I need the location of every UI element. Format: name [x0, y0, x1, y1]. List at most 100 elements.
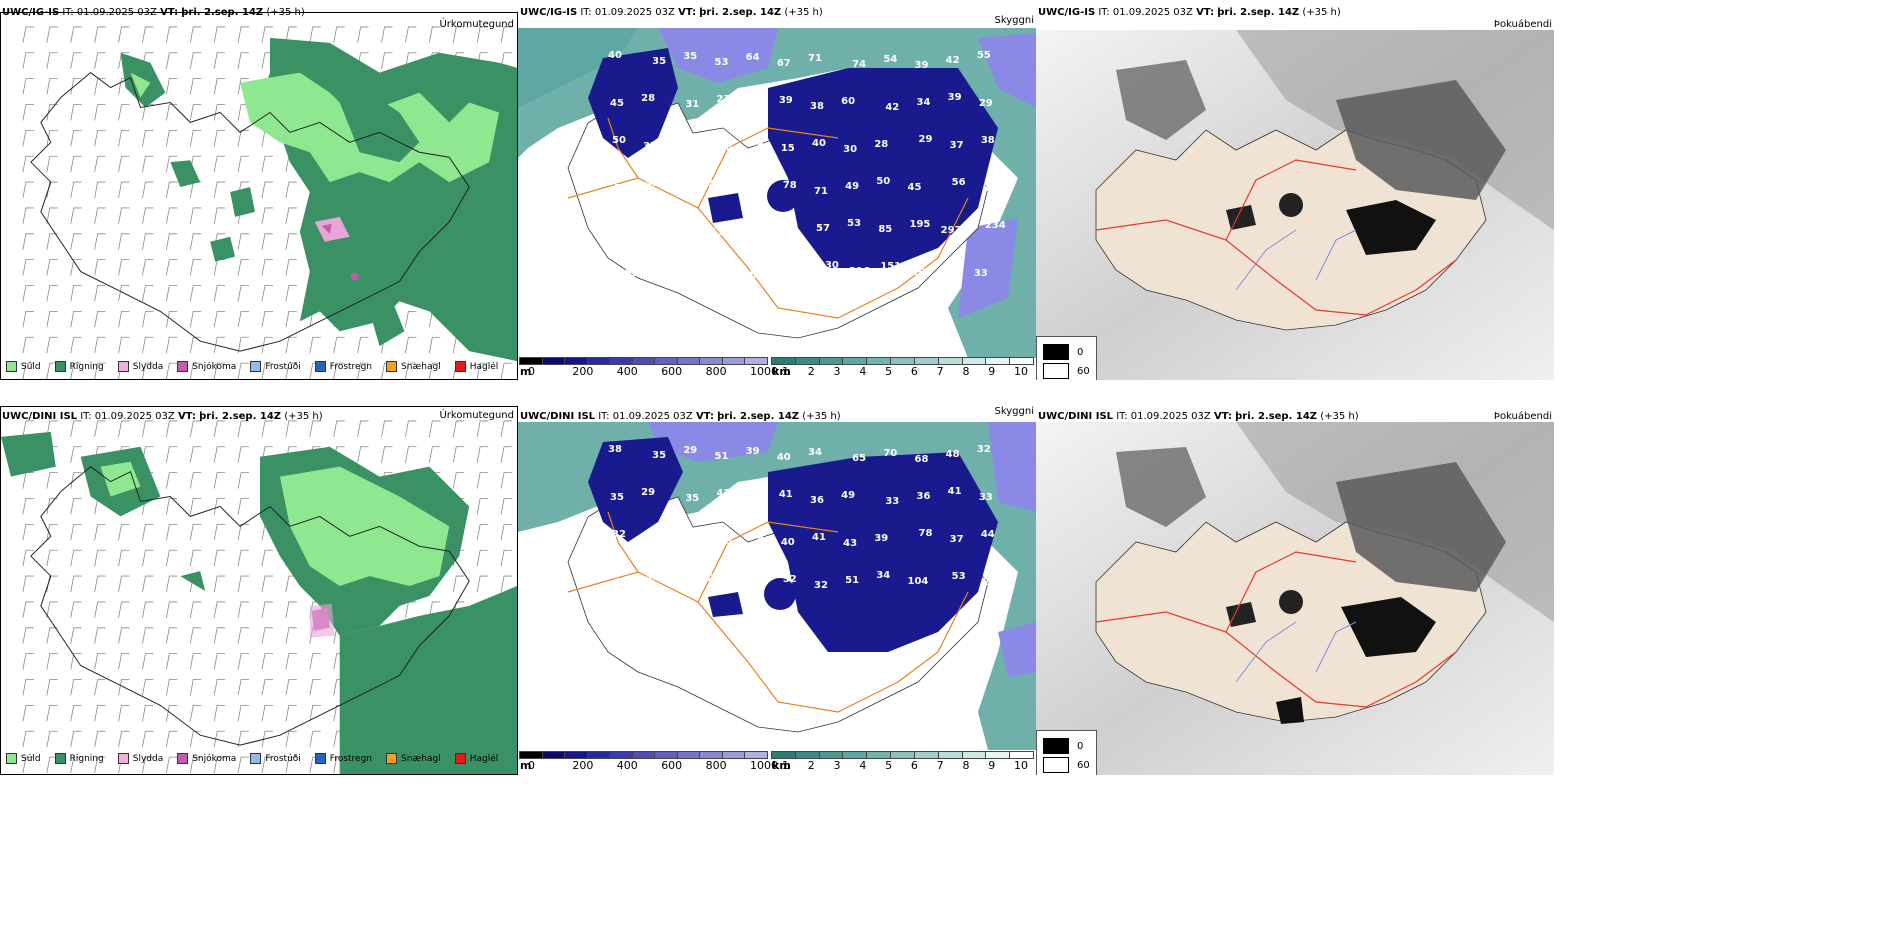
wind-barb [94, 523, 106, 541]
wind-barb [261, 181, 273, 199]
wind-barb [142, 26, 154, 43]
wind-barb [70, 446, 82, 463]
fog-legend-swatch [1043, 757, 1069, 773]
colorbar-tick: 1000 [750, 759, 778, 772]
wind-barb [22, 756, 34, 774]
wind-barb [189, 310, 202, 328]
wind-barb [237, 730, 250, 748]
wind-barb [165, 549, 178, 567]
wind-barb [165, 601, 178, 618]
fog-legend-label: 60 [1077, 759, 1090, 771]
colorbar-tick: 10 [1014, 759, 1028, 772]
wind-barb [118, 155, 130, 173]
colorbar-tick: 4 [859, 365, 867, 378]
cloud-base-label: 33 [974, 268, 988, 279]
cloud-base-label: 35 [683, 51, 697, 62]
cloud-base-label: 27 [708, 573, 722, 584]
legend-item-rigning: Rigning [54, 753, 104, 764]
wind-barb [261, 336, 273, 354]
colorbar-tick: 7 [936, 365, 944, 378]
panel-title: UWC/DINI ISL IT: 01.09.2025 03Z VT: þri.… [2, 411, 323, 422]
legend-swatch [177, 361, 189, 372]
colorbar-tick: 600 [661, 365, 683, 378]
colorbar-tick: 10 [1014, 365, 1028, 378]
cloud-base-label: 43 [843, 538, 857, 549]
wind-barb [22, 498, 34, 515]
cloud-base-label: 34 [808, 447, 822, 458]
panel-parameter-name: Skyggni [994, 406, 1034, 417]
wind-barb [22, 336, 34, 354]
colorbar-tick: 1000 [750, 365, 778, 378]
colorbar-cell [676, 357, 701, 365]
wind-barb [381, 52, 393, 69]
cloud-base-label: 36 [917, 491, 931, 502]
wind-barb [237, 336, 250, 354]
colorbar-tick: 8 [962, 365, 970, 378]
cloud-base-label: 48 [719, 142, 733, 153]
cloud-base-label: 39 [779, 95, 793, 106]
wind-barb [428, 336, 441, 354]
wind-barb [237, 679, 250, 696]
cloud-base-label: 70 [883, 448, 897, 459]
cloud-base-label: 30 [843, 144, 857, 155]
wind-barb [142, 730, 154, 748]
cloud-base-label: 130 [818, 260, 839, 271]
cloud-base-label: 158 [618, 268, 639, 279]
wind-barb [94, 653, 106, 670]
wind-barb [22, 155, 34, 173]
cloud-base-label: 55 [977, 50, 991, 61]
wind-barb [500, 420, 513, 437]
wind-barb [285, 679, 297, 696]
wind-barb [142, 601, 154, 618]
wind-barb [118, 129, 130, 147]
cloud-base-label: 32 [977, 444, 991, 455]
wind-barb [237, 233, 250, 250]
colorbar-tick: 5 [885, 365, 893, 378]
wind-barb [189, 498, 202, 515]
wind-barb [189, 78, 202, 95]
wind-barb [94, 155, 106, 173]
road-network [567, 117, 969, 319]
wind-barb [261, 601, 273, 618]
wind-barb [285, 233, 297, 250]
wind-barb [46, 679, 58, 696]
cloud-base-label: 64 [746, 52, 760, 63]
wind-barb [213, 420, 226, 437]
wind-barb [70, 523, 82, 541]
wind-barb [118, 575, 130, 593]
cloud-base-label: 48 [946, 449, 960, 460]
cloud-base-label: 45 [610, 98, 624, 109]
legend-label: Haglél [469, 361, 499, 372]
panel-parameter-name: Skyggni [994, 15, 1034, 26]
cloud-base-label: 67 [777, 58, 791, 69]
colorbar-tick: 3 [833, 365, 841, 378]
cloud-base-label: 41 [647, 226, 661, 237]
cloud-base-label: 49 [841, 490, 855, 501]
rivers [1235, 621, 1357, 683]
wind-barb [261, 310, 273, 328]
colorbar-cell [519, 751, 543, 759]
wind-barb [165, 285, 178, 302]
wind-barb [213, 362, 226, 379]
cloud-base-label: 68 [915, 454, 929, 465]
legend-label: Snæhagl [401, 361, 441, 372]
row1-precip-type-panel: UWC/IG-IS IT: 01.09.2025 03Z VT: þri. 2.… [0, 0, 518, 380]
wind-barb [70, 285, 82, 302]
wind-barb [237, 155, 250, 173]
wind-barb [118, 259, 130, 276]
wind-barb [46, 155, 58, 173]
colorbar-cell [890, 357, 915, 365]
colorbar-cell [541, 751, 566, 759]
legend-label: Súld [21, 753, 41, 764]
legend-label: Rigning [69, 753, 104, 764]
colorbar-cell [937, 751, 963, 759]
rivers [1235, 229, 1357, 291]
cloud-base-label: 53 [715, 57, 729, 68]
colorbar-cell [866, 751, 892, 759]
colorbar-cell [890, 751, 915, 759]
wind-barb [189, 420, 202, 437]
visibility-map: 40 35 35 53 64 67 71 74 54 39 42 55 45 28 31 27 39 39 38 60… [518, 28, 1036, 358]
cloud-base-label: 39 [614, 183, 628, 194]
wind-barb [189, 601, 202, 618]
panel-title: UWC/DINI ISL IT: 01.09.2025 03Z VT: þri.… [1038, 411, 1359, 422]
